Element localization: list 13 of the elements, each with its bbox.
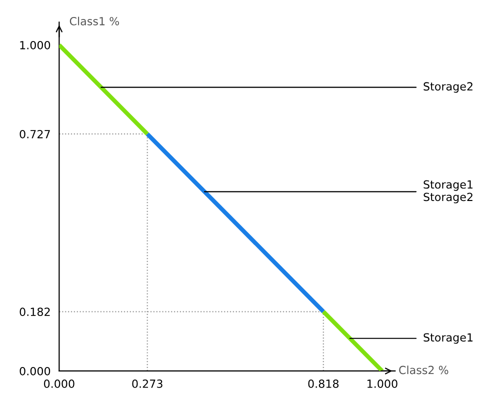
x-tick-label: 0.273: [132, 380, 162, 388]
annotation: Storage1 Storage2: [424, 180, 472, 204]
annotation: Storage2: [424, 82, 472, 93]
x-tick-label: 0.818: [308, 380, 339, 388]
x-tick-label: 0.000: [44, 380, 74, 388]
x-axis-title: Class2 %: [399, 366, 448, 374]
annotation: Storage1: [424, 333, 472, 344]
y-tick-label: 0.727: [20, 130, 50, 138]
y-axis-title: Class1 %: [70, 16, 120, 26]
y-tick-label: 0.000: [20, 366, 50, 376]
y-tick-label: 1.000: [20, 40, 50, 50]
y-tick-label: 0.182: [20, 308, 50, 316]
x-tick-label: 1.000: [368, 380, 398, 388]
